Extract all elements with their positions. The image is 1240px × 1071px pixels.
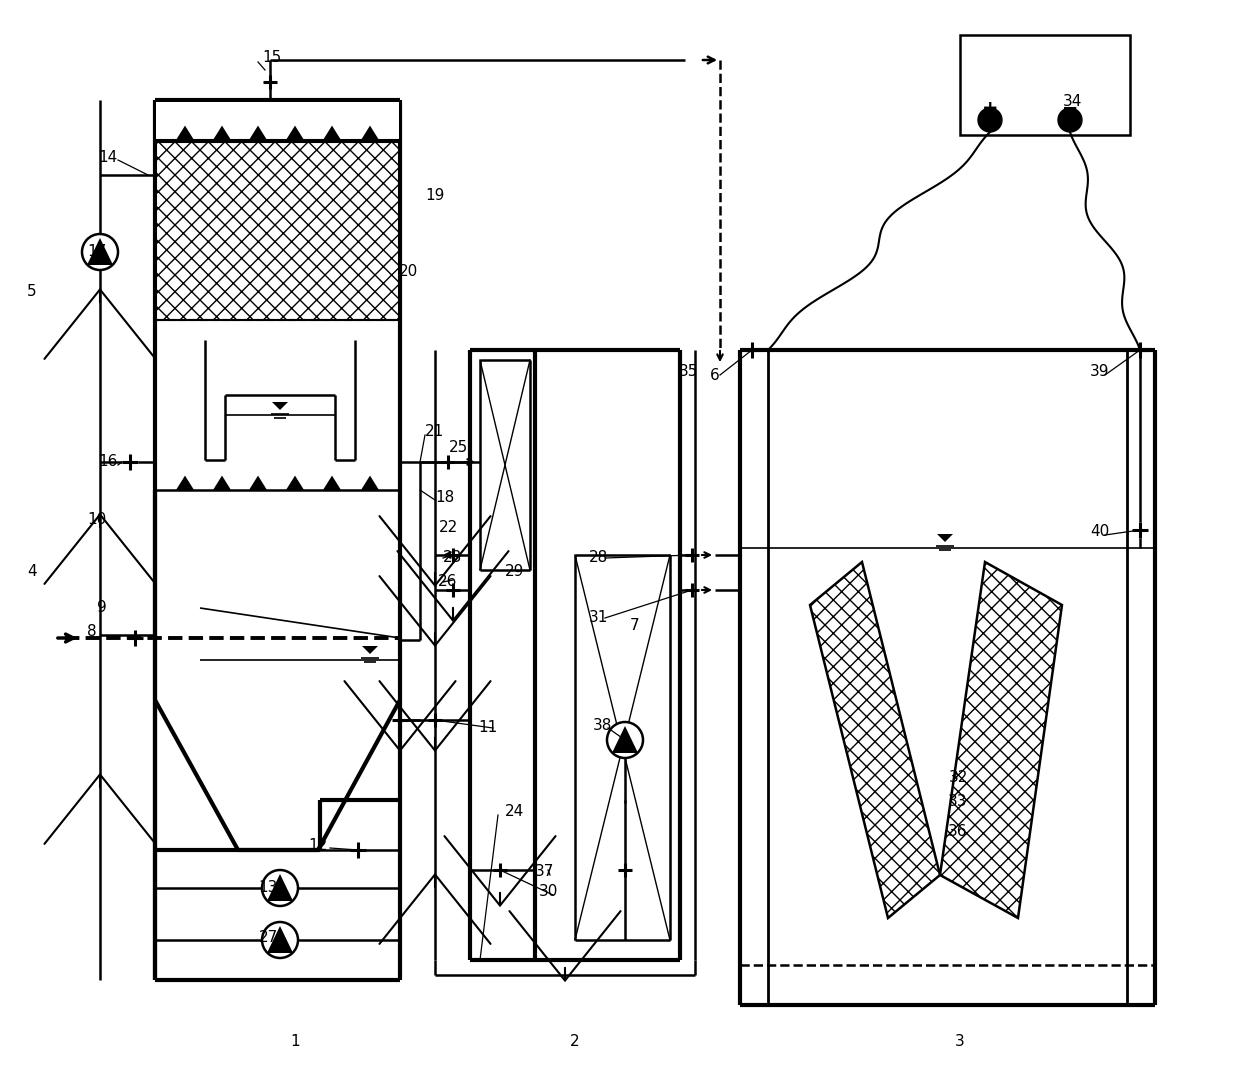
Text: 3: 3 — [955, 1035, 965, 1050]
Circle shape — [82, 233, 118, 270]
Circle shape — [1058, 108, 1083, 132]
Text: 13: 13 — [258, 880, 278, 895]
Polygon shape — [267, 926, 293, 953]
Circle shape — [262, 870, 298, 906]
Text: 16: 16 — [98, 454, 118, 469]
Text: 14: 14 — [98, 151, 118, 166]
Text: 37: 37 — [536, 864, 554, 879]
Text: 1: 1 — [290, 1035, 300, 1050]
Bar — [156, 142, 399, 320]
Text: 34: 34 — [1063, 94, 1081, 109]
Text: 15: 15 — [263, 50, 281, 65]
Text: −: − — [1061, 99, 1079, 118]
Polygon shape — [361, 476, 379, 491]
Polygon shape — [322, 476, 341, 491]
Bar — [156, 102, 399, 140]
Circle shape — [978, 108, 1002, 132]
Text: 31: 31 — [588, 610, 608, 625]
Text: 9: 9 — [97, 600, 107, 615]
Text: 32: 32 — [949, 770, 967, 785]
Text: 27: 27 — [258, 931, 278, 946]
Polygon shape — [272, 402, 288, 410]
Text: 26: 26 — [438, 574, 458, 589]
Polygon shape — [613, 726, 639, 753]
Text: 20: 20 — [398, 265, 418, 280]
Text: 2: 2 — [570, 1035, 580, 1050]
Polygon shape — [940, 562, 1061, 918]
Text: +: + — [982, 99, 998, 118]
Polygon shape — [937, 534, 954, 542]
Polygon shape — [286, 125, 304, 140]
Text: 36: 36 — [949, 825, 967, 840]
Text: 29: 29 — [506, 564, 525, 579]
Polygon shape — [267, 874, 293, 901]
Polygon shape — [213, 476, 231, 491]
Text: 28: 28 — [588, 550, 608, 565]
Text: 25: 25 — [449, 440, 467, 455]
Polygon shape — [176, 125, 193, 140]
Circle shape — [608, 722, 644, 758]
Text: 22: 22 — [439, 521, 458, 536]
Polygon shape — [213, 125, 231, 140]
Text: 19: 19 — [425, 187, 445, 202]
Text: 38: 38 — [593, 718, 611, 733]
Text: 17: 17 — [87, 244, 107, 259]
Circle shape — [262, 922, 298, 957]
Polygon shape — [322, 125, 341, 140]
Polygon shape — [361, 125, 379, 140]
Text: 21: 21 — [425, 424, 445, 439]
Text: 23: 23 — [444, 550, 463, 565]
Text: 5: 5 — [27, 285, 37, 300]
Polygon shape — [810, 562, 940, 918]
Text: 7: 7 — [630, 618, 640, 633]
Text: 10: 10 — [87, 513, 107, 528]
Polygon shape — [249, 476, 267, 491]
Text: 18: 18 — [435, 491, 455, 506]
Text: 35: 35 — [678, 364, 698, 379]
Polygon shape — [176, 476, 193, 491]
Text: 40: 40 — [1090, 525, 1110, 540]
Text: 11: 11 — [479, 721, 497, 736]
Polygon shape — [87, 238, 113, 265]
Text: 39: 39 — [1090, 364, 1110, 379]
Bar — [960, 35, 1130, 135]
Polygon shape — [249, 125, 267, 140]
Text: 4: 4 — [27, 564, 37, 579]
Text: 33: 33 — [949, 795, 967, 810]
Text: 12: 12 — [309, 838, 327, 853]
Text: 8: 8 — [87, 624, 97, 639]
Polygon shape — [362, 646, 378, 654]
Text: 24: 24 — [506, 804, 525, 819]
Text: 6: 6 — [711, 367, 720, 382]
Text: 30: 30 — [538, 885, 558, 900]
Polygon shape — [286, 476, 304, 491]
